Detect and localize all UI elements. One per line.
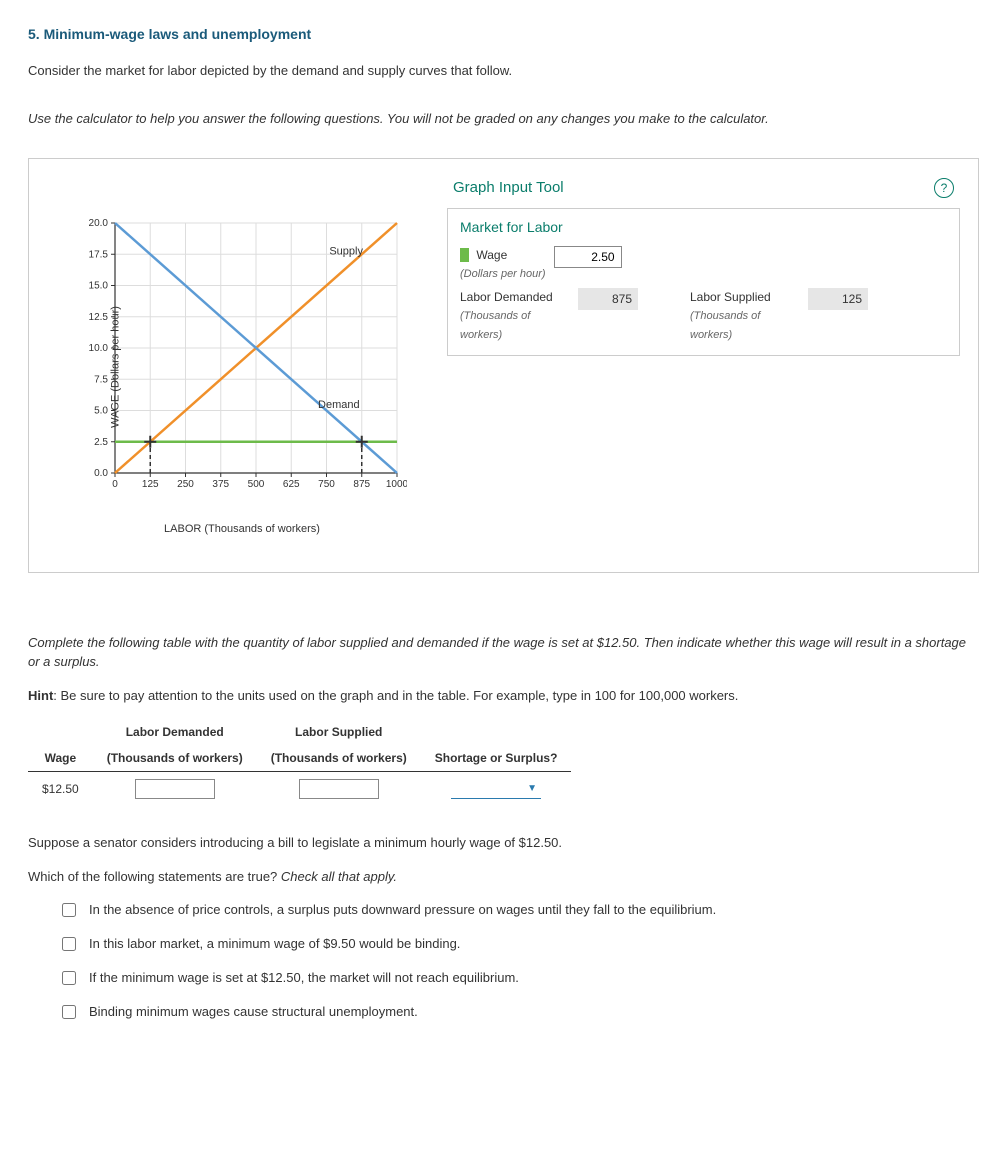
- col-supply-sub: (Thousands of workers): [257, 745, 421, 772]
- table-prompt: Complete the following table with the qu…: [28, 633, 979, 672]
- svg-text:20.0: 20.0: [89, 218, 109, 229]
- svg-text:7.5: 7.5: [94, 374, 108, 385]
- labor-demanded-answer[interactable]: [135, 779, 215, 799]
- option-row: If the minimum wage is set at $12.50, th…: [58, 968, 979, 988]
- option-label: In this labor market, a minimum wage of …: [89, 934, 460, 954]
- intro-text-2: Use the calculator to help you answer th…: [28, 109, 979, 129]
- followup-1: Suppose a senator considers introducing …: [28, 833, 979, 853]
- svg-text:17.5: 17.5: [89, 249, 109, 260]
- labor-supplied-sublabel: (Thousands of workers): [690, 310, 760, 341]
- followup-2: Which of the following statements are tr…: [28, 867, 979, 887]
- svg-text:750: 750: [318, 479, 335, 490]
- intro-text-1: Consider the market for labor depicted b…: [28, 61, 979, 81]
- col-demand-header: Labor Demanded: [93, 719, 257, 745]
- market-title: Market for Labor: [460, 217, 947, 238]
- svg-text:875: 875: [353, 479, 370, 490]
- tool-box: Market for Labor Wage (Dollars per hour)…: [447, 208, 960, 357]
- svg-text:0.0: 0.0: [94, 468, 108, 479]
- option-label: In the absence of price controls, a surp…: [89, 900, 716, 920]
- graph-input-tool: Graph Input Tool ? Market for Labor Wage…: [427, 177, 960, 538]
- question-title: 5. Minimum-wage laws and unemployment: [28, 24, 979, 45]
- labor-chart[interactable]: 0 125 250 375 500 625 750 875 1000 0.0 2.5 5.0 7.5 10…: [77, 217, 407, 497]
- wage-sublabel: (Dollars per hour): [460, 268, 546, 280]
- svg-text:Demand: Demand: [318, 399, 360, 411]
- svg-text:1000: 1000: [386, 479, 407, 490]
- svg-text:10.0: 10.0: [89, 343, 109, 354]
- options-list: In the absence of price controls, a surp…: [58, 900, 979, 1022]
- row-wage-value: $12.50: [28, 772, 93, 806]
- labor-supplied-value: 125: [808, 288, 868, 310]
- shortage-surplus-dropdown[interactable]: ▼: [451, 779, 541, 799]
- labor-demanded-label: Labor Demanded: [460, 290, 553, 304]
- svg-text:125: 125: [142, 479, 159, 490]
- option-row: Binding minimum wages cause structural u…: [58, 1002, 979, 1022]
- svg-text:15.0: 15.0: [89, 281, 109, 292]
- col-result-header: Shortage or Surplus?: [421, 745, 572, 772]
- labor-demanded-value: 875: [578, 288, 638, 310]
- labor-supplied-answer[interactable]: [299, 779, 379, 799]
- option-checkbox-2[interactable]: [62, 971, 76, 985]
- svg-text:2.5: 2.5: [94, 437, 108, 448]
- svg-text:Supply: Supply: [329, 245, 363, 257]
- chevron-down-icon: ▼: [527, 781, 537, 796]
- chart-container: WAGE (Dollars per hour) 0 125 250 375 500 625…: [47, 177, 427, 538]
- col-wage-header: Wage: [28, 745, 93, 772]
- option-row: In the absence of price controls, a surp…: [58, 900, 979, 920]
- wage-label: Wage: [476, 248, 507, 262]
- option-checkbox-1[interactable]: [62, 937, 76, 951]
- x-axis-label: LABOR (Thousands of workers): [77, 521, 407, 538]
- hint-text: Hint: Be sure to pay attention to the un…: [28, 686, 979, 706]
- svg-text:250: 250: [177, 479, 194, 490]
- svg-text:500: 500: [248, 479, 265, 490]
- svg-text:12.5: 12.5: [89, 312, 109, 323]
- svg-text:0: 0: [112, 479, 118, 490]
- option-label: If the minimum wage is set at $12.50, th…: [89, 968, 519, 988]
- svg-text:5.0: 5.0: [94, 406, 108, 417]
- wage-input[interactable]: [554, 246, 622, 268]
- option-checkbox-0[interactable]: [62, 903, 76, 917]
- option-label: Binding minimum wages cause structural u…: [89, 1002, 418, 1022]
- option-checkbox-3[interactable]: [62, 1005, 76, 1019]
- svg-text:375: 375: [212, 479, 229, 490]
- wage-swatch: [460, 248, 469, 262]
- svg-text:625: 625: [283, 479, 300, 490]
- col-demand-sub: (Thousands of workers): [93, 745, 257, 772]
- answer-table: Labor Demanded Labor Supplied Wage (Thou…: [28, 719, 571, 805]
- tool-title: Graph Input Tool: [453, 177, 564, 200]
- main-panel: WAGE (Dollars per hour) 0 125 250 375 500 625…: [28, 158, 979, 573]
- option-row: In this labor market, a minimum wage of …: [58, 934, 979, 954]
- labor-demanded-sublabel: (Thousands of workers): [460, 310, 530, 341]
- y-axis-label: WAGE (Dollars per hour): [108, 306, 125, 428]
- col-supply-header: Labor Supplied: [257, 719, 421, 745]
- help-icon[interactable]: ?: [934, 178, 954, 198]
- labor-supplied-label: Labor Supplied: [690, 290, 771, 304]
